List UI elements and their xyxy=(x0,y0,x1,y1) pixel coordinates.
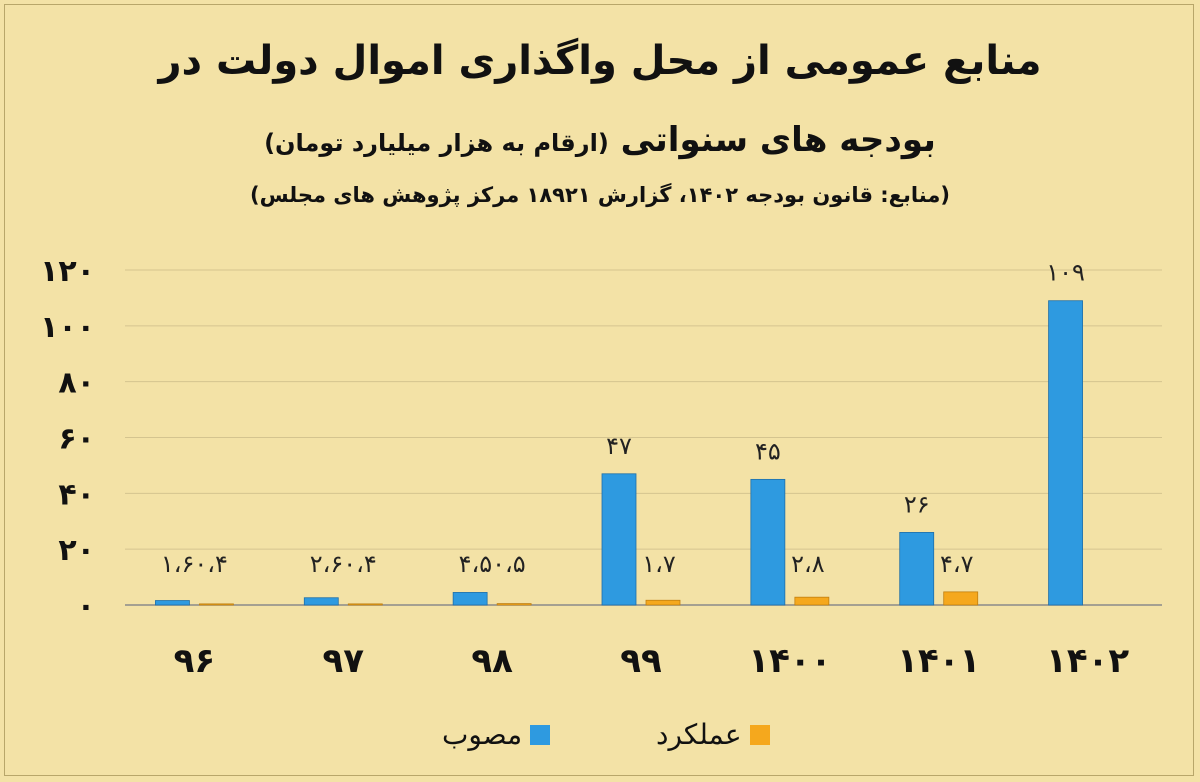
bar-approved xyxy=(303,597,339,606)
x-tick-label: ۹۸ xyxy=(471,641,513,681)
legend-swatch-performance xyxy=(749,724,770,745)
chart-title: منابع عمومی از محل واگذاری اموال دولت در xyxy=(158,38,1042,84)
bar-approved xyxy=(1048,300,1083,606)
legend-label-performance: عملکرد xyxy=(656,718,742,751)
data-label-combined: ۴،۵۰،۵ xyxy=(459,550,526,578)
legend-label-approved: مصوب xyxy=(442,718,523,751)
source-note: (منابع: قانون بودجه ۱۴۰۲، گزارش ۱۸۹۲۱ مر… xyxy=(250,183,950,207)
legend-swatch-approved xyxy=(530,724,551,745)
y-tick-label: ۱۲۰ xyxy=(40,254,95,289)
bar-performance xyxy=(496,603,532,606)
chart-frame xyxy=(4,4,1194,776)
x-tick-label: ۱۴۰۱ xyxy=(897,641,980,681)
data-label-performance: ۲،۸ xyxy=(791,550,825,578)
data-label-combined: ۱،۶۰،۴ xyxy=(161,550,228,578)
data-label-performance: ۱،۷ xyxy=(642,550,676,578)
data-label-approved: ۲۶ xyxy=(904,490,930,518)
bar-approved xyxy=(750,478,786,606)
bar-approved xyxy=(452,592,488,606)
legend-item-performance: عملکرد xyxy=(656,718,770,751)
y-tick-label: ۰ xyxy=(77,589,95,624)
x-tick-label: ۹۹ xyxy=(620,641,662,681)
bar-approved xyxy=(155,600,190,606)
subtitle-main: بودجه های سنواتی xyxy=(620,120,936,160)
data-label-approved: ۴۷ xyxy=(606,432,632,460)
legend-item-approved: مصوب xyxy=(442,718,551,751)
y-tick-label: ۱۰۰ xyxy=(40,310,95,345)
y-tick-label: ۴۰ xyxy=(58,477,95,512)
data-label-performance: ۴،۷ xyxy=(940,550,974,578)
bar-performance xyxy=(794,596,830,606)
y-tick-label: ۸۰ xyxy=(58,366,95,401)
bar-performance xyxy=(943,591,979,606)
y-tick-label: ۲۰ xyxy=(58,533,95,568)
chart-subtitle: بودجه های سنواتی (ارقام به هزار میلیارد … xyxy=(0,120,1200,160)
bar-performance xyxy=(199,603,234,606)
bar-approved xyxy=(899,532,935,606)
data-label-combined: ۲،۶۰،۴ xyxy=(310,550,377,578)
data-label-approved: ۱۰۹ xyxy=(1046,259,1085,287)
x-tick-label: ۹۷ xyxy=(323,641,365,681)
x-tick-label: ۹۶ xyxy=(174,641,216,681)
x-tick-label: ۱۴۰۲ xyxy=(1046,641,1129,681)
subtitle-unit-note: (ارقام به هزار میلیارد تومان) xyxy=(264,129,609,157)
y-tick-label: ۶۰ xyxy=(58,422,95,457)
bar-approved xyxy=(601,473,637,606)
x-tick-label: ۱۴۰۰ xyxy=(748,641,831,681)
bar-performance xyxy=(347,603,383,606)
bar-performance xyxy=(645,599,681,606)
data-label-approved: ۴۵ xyxy=(755,437,781,465)
